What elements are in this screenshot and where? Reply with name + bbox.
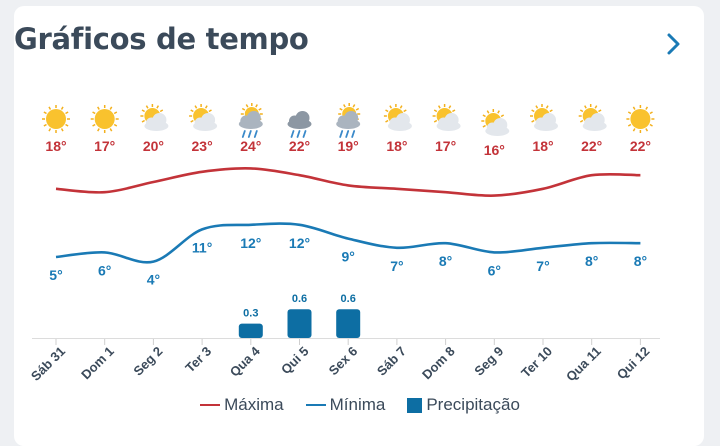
legend-precip-label: Precipitação (426, 395, 520, 414)
legend-max[interactable]: Máxima (200, 395, 284, 415)
x-axis-ticks: Sáb 31 Dom 1 Seg 2 Ter 3 Qua 4 Qui 5 Sex 6 Sáb … (28, 339, 653, 384)
max-temp-label: 24° (240, 138, 261, 154)
partly-cloudy-icon (578, 104, 607, 131)
legend-precip[interactable]: Precipitação (407, 395, 520, 415)
min-temp-labels: 5° 6° 4° 11° 12° 12° 9° 7° 8° 6° 7° 8° 8° (49, 235, 647, 288)
rain-icon (238, 103, 263, 138)
max-temp-label: 18° (532, 138, 553, 154)
precip-label: 0.3 (243, 308, 258, 320)
weather-chart: 18° 17° 20° 23° 24° 22° 19° 18° 17° 16° 18° 22° 22° … (28, 103, 660, 384)
precip-bar (238, 323, 263, 338)
chevron-right-icon[interactable] (660, 30, 688, 58)
precip-label: 0.6 (341, 293, 356, 305)
max-temp-label: 19° (338, 138, 359, 154)
weather-icons (42, 103, 655, 138)
min-temp-label: 8° (585, 253, 598, 269)
max-temp-label: 17° (435, 138, 456, 154)
max-temp-label: 22° (289, 138, 310, 154)
min-temp-label: 8° (439, 253, 452, 269)
precip-bar (287, 309, 312, 338)
partly-cloudy-icon (140, 104, 169, 131)
min-temp-label: 8° (634, 253, 647, 269)
page-title: Gráficos de tempo (14, 22, 309, 56)
max-temp-label: 20° (143, 138, 164, 154)
legend-max-label: Máxima (224, 395, 284, 414)
min-temp-label: 9° (342, 249, 355, 265)
legend-precip-swatch (407, 397, 423, 413)
legend-min[interactable]: Mínima (305, 395, 386, 415)
max-temp-label: 17° (94, 138, 115, 154)
partly-cloudy-icon (432, 104, 461, 131)
x-tick-label: Seg 9 (471, 344, 506, 379)
max-temp-label: 22° (581, 138, 602, 154)
partly-cloudy-icon (383, 104, 412, 131)
weather-chart-card (14, 6, 704, 446)
partly-cloudy-icon (481, 109, 510, 136)
partly-cloudy-icon (189, 104, 218, 131)
precip-label: 0.6 (292, 293, 307, 305)
legend-min-swatch (305, 404, 326, 406)
sun-icon (626, 105, 655, 133)
min-temp-label: 7° (390, 258, 403, 274)
legend-max-swatch (200, 404, 221, 406)
min-temp-label: 11° (192, 239, 212, 255)
precip-bar (336, 309, 361, 338)
precip-bars: 0.3 0.6 0.6 (238, 293, 361, 338)
x-tick-label: Qui 5 (278, 344, 312, 378)
max-temp-labels: 18° 17° 20° 23° 24° 22° 19° 18° 17° 16° 18° 22° 22° (45, 138, 651, 158)
x-tick-label: Ter 10 (518, 344, 555, 381)
min-temp-line (55, 222, 641, 264)
x-tick-label: Sex 6 (326, 344, 361, 379)
legend: Máxima Mínima Precipitação (0, 395, 720, 415)
x-tick-label: Qua 11 (563, 344, 604, 385)
x-tick-label: Sáb 31 (28, 344, 68, 384)
min-temp-label: 12° (240, 235, 261, 251)
max-temp-label: 16° (484, 142, 505, 158)
sun-icon (90, 105, 119, 133)
min-temp-label: 4° (147, 272, 160, 288)
x-tick-label: Dom 1 (78, 344, 117, 383)
sun-icon (42, 105, 70, 133)
partly-cloudy-icon (530, 104, 558, 131)
x-tick-label: Qui 12 (614, 344, 653, 383)
x-tick-label: Seg 2 (130, 344, 165, 379)
x-tick-label: Sáb 7 (374, 344, 409, 379)
min-temp-label: 12° (289, 235, 310, 251)
min-temp-label: 5° (49, 267, 62, 283)
rain-icon (336, 103, 361, 138)
min-temp-label: 6° (98, 262, 111, 278)
x-tick-label: Qua 4 (227, 343, 264, 380)
max-temp-label: 23° (192, 138, 213, 154)
max-temp-label: 18° (45, 138, 66, 154)
x-tick-label: Ter 3 (182, 344, 214, 376)
max-temp-label: 22° (630, 138, 651, 154)
max-temp-label: 18° (386, 138, 407, 154)
max-temp-line (55, 166, 641, 197)
min-temp-label: 6° (488, 262, 501, 278)
rain-icon (287, 111, 312, 138)
legend-min-label: Mínima (329, 395, 386, 414)
min-temp-label: 7° (536, 258, 549, 274)
x-tick-label: Dom 8 (419, 344, 458, 383)
